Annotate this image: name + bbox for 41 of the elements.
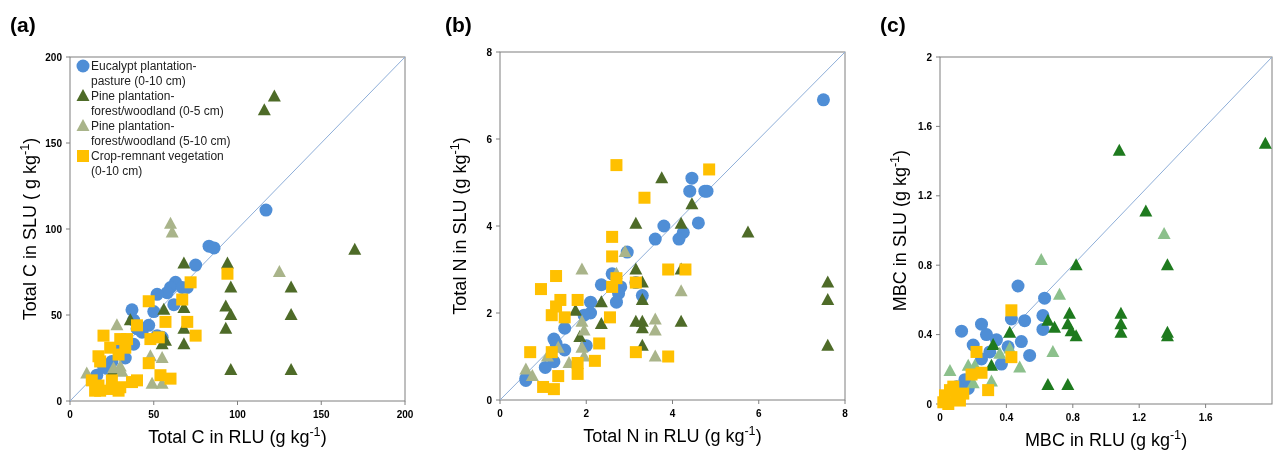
x-tick-label: 4 xyxy=(669,408,676,419)
x-tick-label: 150 xyxy=(312,409,331,420)
y-tick-label: 0 xyxy=(56,395,63,407)
y-tick-label: 0 xyxy=(486,394,493,406)
y-tick-label: 6 xyxy=(486,133,493,145)
x-tick-label: 1.6 xyxy=(1198,412,1213,423)
y-tick-label: 2 xyxy=(926,51,933,63)
legend-label: Crop-remnant vegetation (0-10 cm) xyxy=(91,149,224,178)
y-tick-label: 4 xyxy=(486,220,493,232)
y-tick-label: 100 xyxy=(45,223,63,235)
x-tick-label: 0 xyxy=(937,412,944,423)
x-axis-title: Total C in RLU (g kg$^{-1}$) xyxy=(148,425,327,447)
y-tick-label: 1.2 xyxy=(918,190,933,202)
legend-label: Pine plantation-forest/woodland (5-10 cm) xyxy=(91,119,231,148)
legend-label: Eucalypt plantation-pasture (0-10 cm) xyxy=(91,59,197,88)
legend-label: Pine plantation-forest/woodland (0-5 cm) xyxy=(91,89,224,118)
x-tick-label: 200 xyxy=(396,409,414,420)
y-tick-label: 2 xyxy=(486,307,493,319)
chart-title: (b) xyxy=(445,13,472,36)
chart-title: (c) xyxy=(880,13,906,36)
y-tick-label: 200 xyxy=(45,51,63,63)
x-axis-title: Total N in RLU (g kg$^{-1}$) xyxy=(583,424,762,446)
y-tick-label: 50 xyxy=(50,309,63,321)
x-tick-label: 2 xyxy=(583,408,590,419)
x-tick-label: 1.2 xyxy=(1132,412,1147,423)
x-tick-label: 50 xyxy=(148,409,160,420)
x-tick-label: 100 xyxy=(229,409,247,420)
x-tick-label: 0 xyxy=(67,409,74,420)
y-tick-label: 0 xyxy=(926,398,933,410)
x-tick-label: 0 xyxy=(497,408,504,419)
x-tick-label: 0.8 xyxy=(1065,412,1081,423)
y-tick-label: 150 xyxy=(45,137,63,149)
y-tick-label: 1.6 xyxy=(918,120,933,132)
y-tick-label: 0.8 xyxy=(918,259,933,271)
y-tick-label: 8 xyxy=(486,46,493,58)
chart-title: (a) xyxy=(10,13,36,36)
x-tick-label: 8 xyxy=(842,408,849,419)
x-tick-label: 6 xyxy=(755,408,762,419)
x-axis-title: MBC in RLU (g kg$^{-1}$) xyxy=(1024,428,1188,450)
x-tick-label: 0.4 xyxy=(999,412,1014,423)
y-tick-label: 0.4 xyxy=(918,329,933,341)
